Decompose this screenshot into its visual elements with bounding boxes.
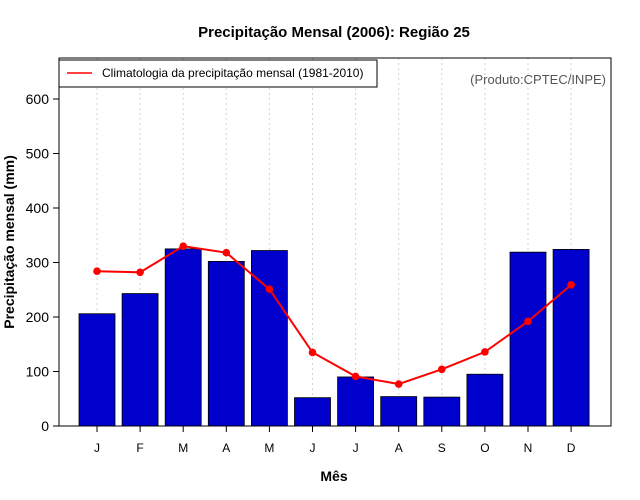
x-tick-label-9: S bbox=[438, 441, 446, 455]
climatology-line-group bbox=[93, 242, 575, 388]
climatology-point-7 bbox=[351, 372, 360, 381]
climatology-point-4 bbox=[222, 248, 231, 257]
bar-10 bbox=[466, 373, 504, 427]
y-tick-label-200: 200 bbox=[26, 309, 50, 325]
climatology-point-5 bbox=[265, 285, 274, 294]
bar-4 bbox=[207, 261, 245, 427]
climatology-point-9 bbox=[438, 365, 446, 374]
climatology-line bbox=[96, 245, 572, 386]
bar-12 bbox=[552, 249, 590, 427]
legend-box bbox=[58, 59, 378, 88]
climatology-point-2 bbox=[136, 268, 144, 277]
y-tick-label-0: 0 bbox=[41, 418, 49, 434]
y-tick-label-500: 500 bbox=[26, 146, 50, 162]
bar-6 bbox=[294, 397, 331, 427]
climatology-point-1 bbox=[93, 267, 101, 276]
x-tick-label-4: A bbox=[222, 441, 230, 455]
bar-7 bbox=[337, 376, 375, 427]
climatology-point-6 bbox=[308, 348, 317, 357]
bars-group bbox=[78, 248, 590, 427]
legend-entry-climatology: Climatologia da precipitação mensal (198… bbox=[102, 66, 363, 80]
x-tick-label-3: M bbox=[178, 441, 188, 455]
bar-1 bbox=[78, 313, 116, 427]
climatology-point-3 bbox=[179, 242, 187, 250]
y-tick-label-300: 300 bbox=[26, 255, 50, 271]
y-tick-label-400: 400 bbox=[26, 200, 50, 216]
bar-9 bbox=[423, 396, 461, 427]
x-tick-label-11: N bbox=[524, 441, 533, 455]
climatology-point-8 bbox=[394, 380, 403, 388]
bar-8 bbox=[380, 396, 418, 427]
x-tick-label-8: A bbox=[395, 441, 403, 455]
chart-title: Precipitação Mensal (2006): Região 25 bbox=[198, 24, 470, 41]
bar-3 bbox=[164, 248, 202, 427]
x-tick-label-12: D bbox=[567, 441, 576, 455]
y-axis-label: Precipitação mensal (mm) bbox=[1, 155, 17, 329]
climatology-point-11 bbox=[524, 317, 532, 326]
bar-2 bbox=[121, 293, 159, 427]
x-tick-label-6: J bbox=[310, 441, 316, 455]
bar-5 bbox=[250, 250, 288, 427]
legend: Climatologia da precipitação mensal (198… bbox=[58, 59, 378, 88]
x-tick-label-2: F bbox=[136, 441, 143, 455]
y-tick-label-100: 100 bbox=[26, 364, 50, 380]
x-axis-label: Mês bbox=[320, 468, 347, 484]
source-annotation: (Produto:CPTEC/INPE) bbox=[470, 72, 606, 87]
x-tick-label-7: J bbox=[353, 441, 359, 455]
climatology-point-12 bbox=[567, 281, 575, 289]
x-tick-label-1: J bbox=[94, 441, 100, 455]
y-tick-label-600: 600 bbox=[26, 91, 50, 107]
y-axis: 0 100 200 300 400 500 600 bbox=[26, 58, 60, 434]
climatology-point-10 bbox=[481, 348, 489, 356]
bar-11 bbox=[509, 251, 547, 427]
x-tick-label-10: O bbox=[480, 441, 489, 455]
x-tick-label-5: M bbox=[264, 441, 274, 455]
